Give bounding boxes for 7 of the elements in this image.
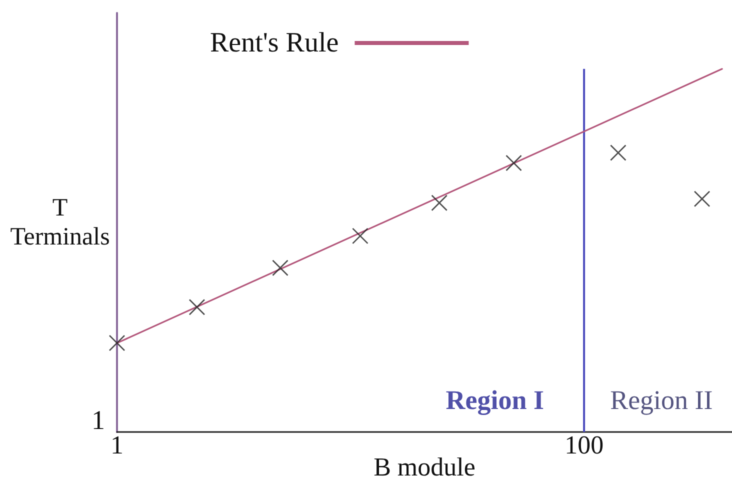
annotation: Region II — [610, 385, 713, 415]
legend-label: Rent's Rule — [210, 28, 339, 58]
x-axis-title: B module — [374, 452, 476, 482]
y-axis-title: T Terminals — [10, 194, 110, 250]
annotation: Region I — [446, 385, 544, 415]
text: 1 — [92, 405, 105, 435]
x-tick-label: 100 — [564, 430, 604, 460]
